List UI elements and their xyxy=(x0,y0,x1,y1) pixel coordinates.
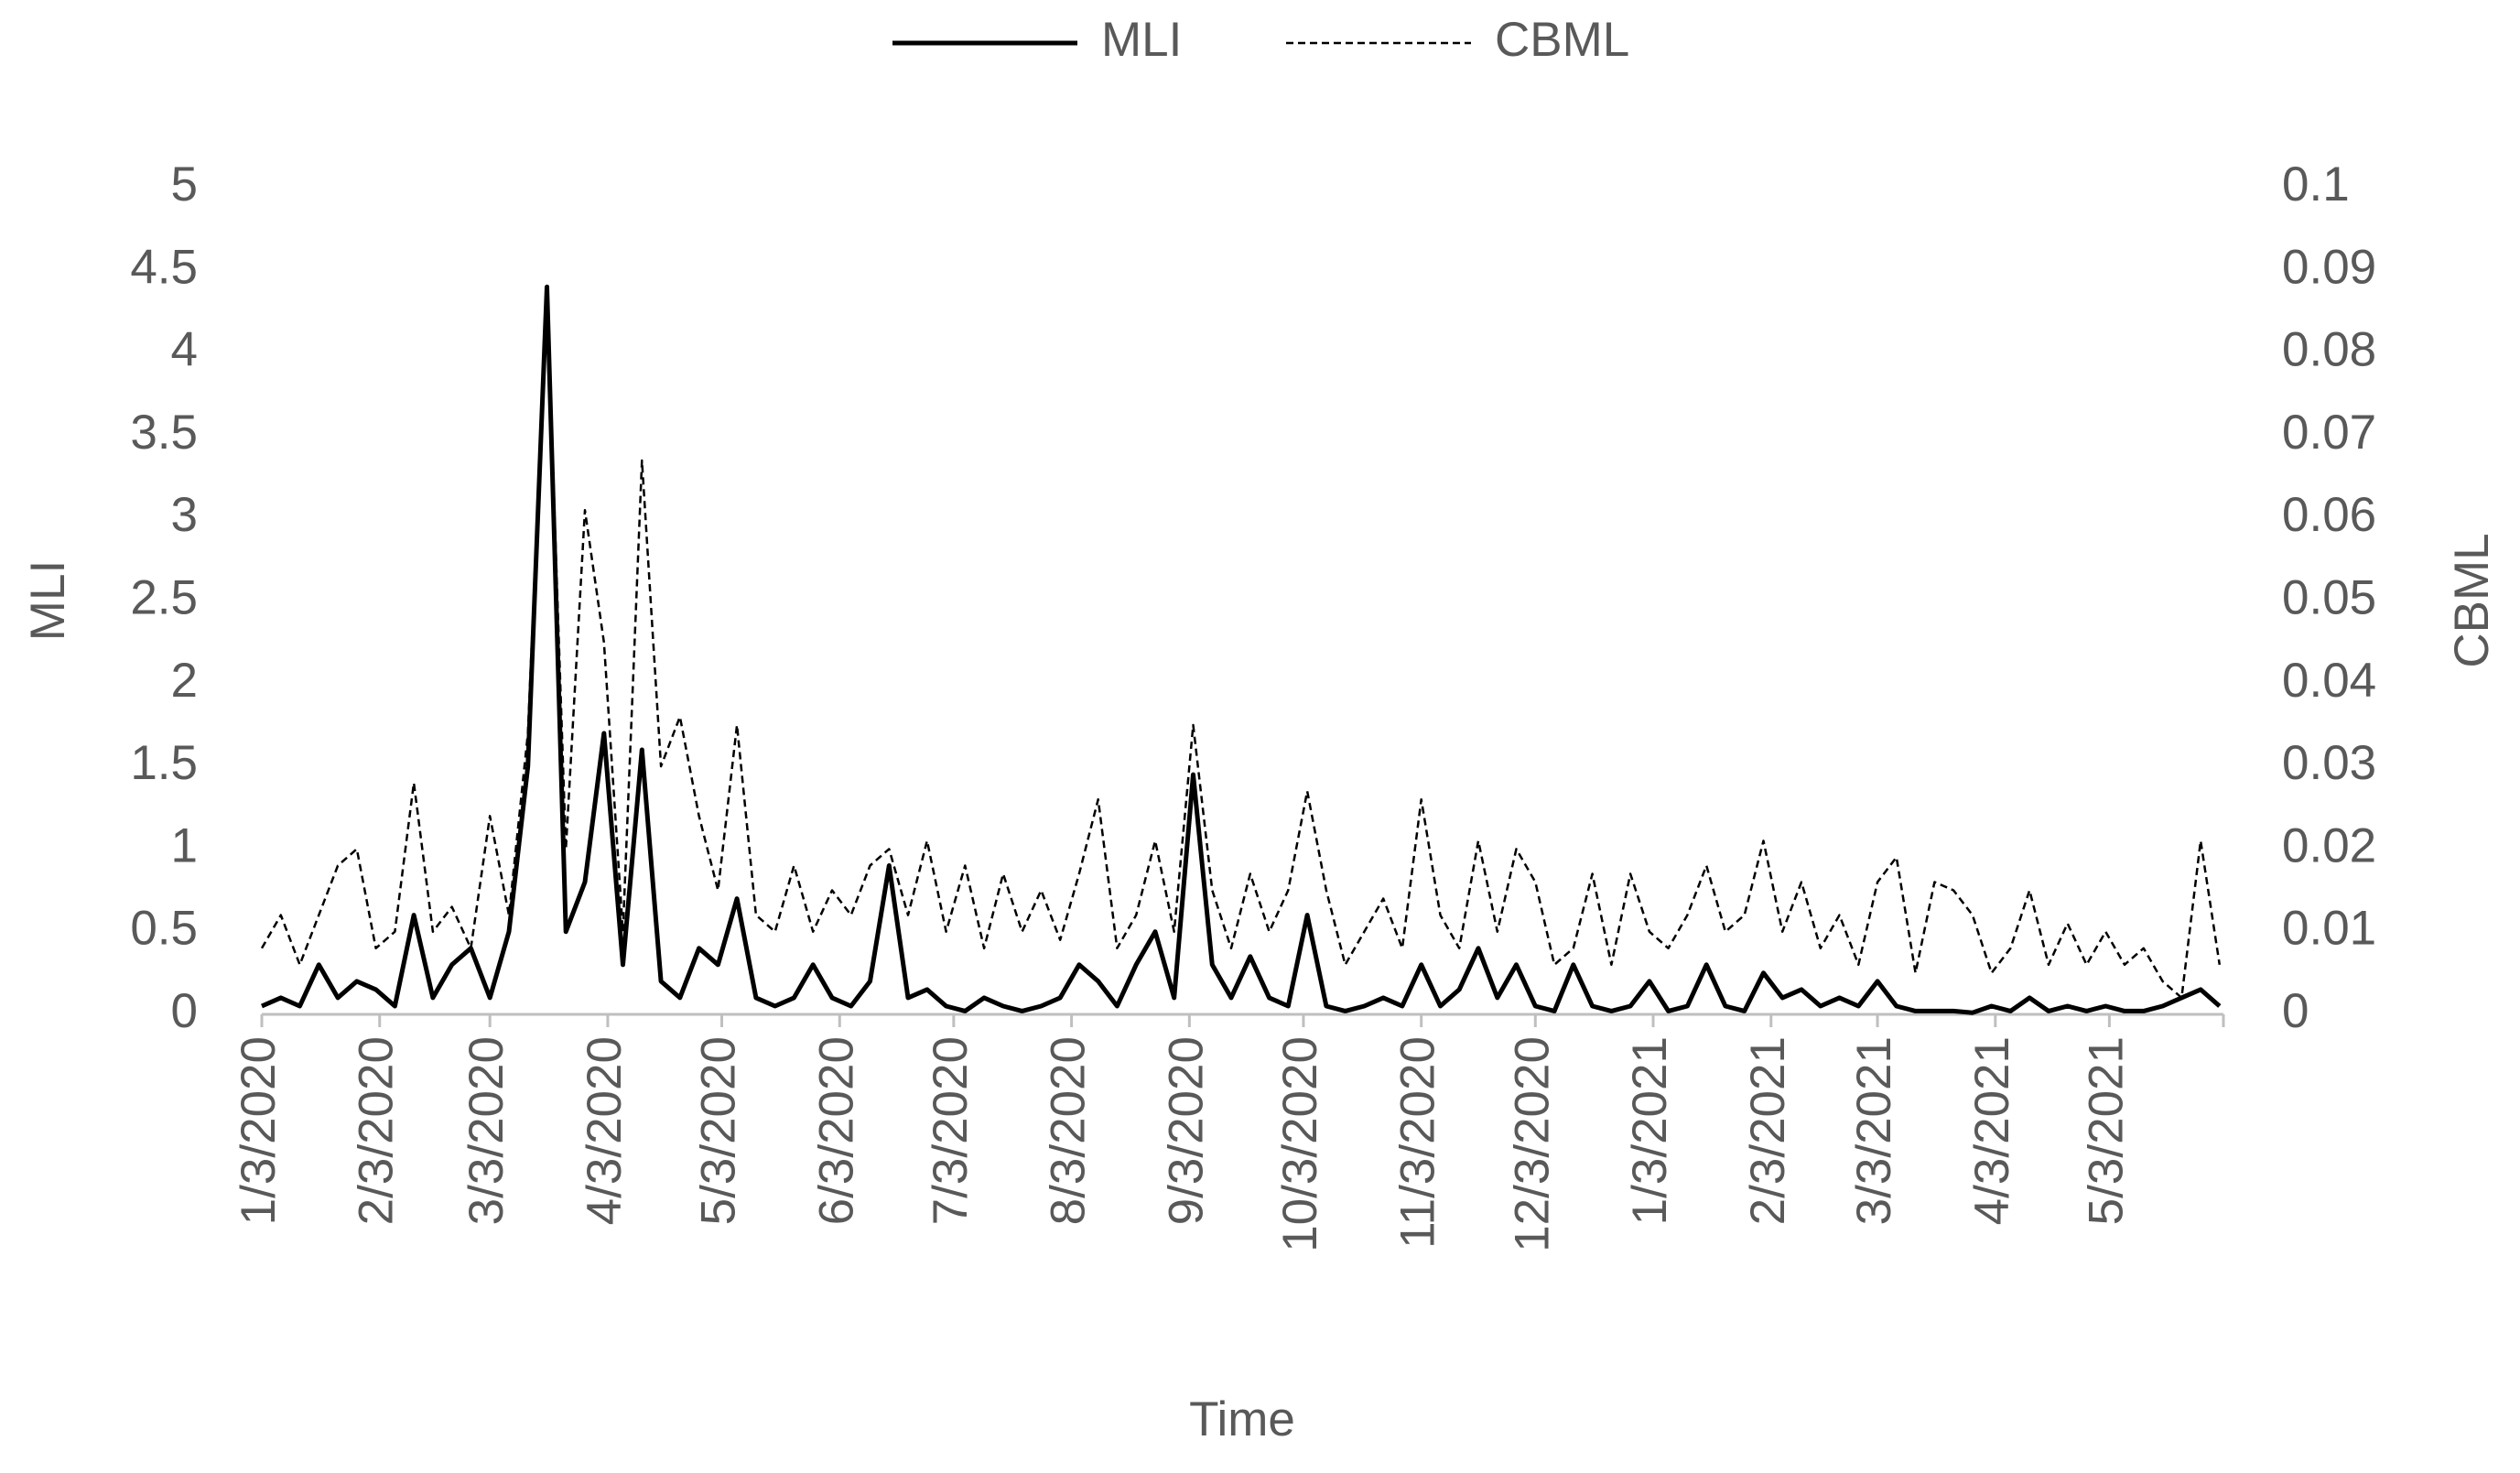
y-tick-label: 1 xyxy=(171,818,198,872)
y2-tick-label: 0.04 xyxy=(2282,654,2376,708)
x-tick-label: 3/3/2021 xyxy=(1847,1036,1901,1225)
x-tick-label: 2/3/2020 xyxy=(350,1036,404,1225)
legend-label: MLI xyxy=(1101,13,1182,67)
y-tick-label: 3.5 xyxy=(130,406,198,460)
x-tick-label: 5/3/2020 xyxy=(692,1036,746,1225)
x-tick-label: 10/3/2020 xyxy=(1273,1036,1327,1252)
y2-tick-label: 0.05 xyxy=(2282,571,2376,625)
series-line xyxy=(260,286,2222,1000)
x-tick-label: 7/3/2020 xyxy=(924,1036,978,1225)
x-axis-title: Time xyxy=(1189,1392,1295,1446)
y2-tick-label: 0.08 xyxy=(2282,323,2376,377)
x-tick-label: 4/3/2020 xyxy=(578,1036,632,1225)
x-tick-label: 1/3/2020 xyxy=(232,1036,286,1225)
y-tick-label: 4.5 xyxy=(130,240,198,294)
x-tick-label: 2/3/2021 xyxy=(1741,1036,1795,1225)
y-tick-label: 0 xyxy=(171,984,198,1038)
y-tick-label: 5 xyxy=(171,157,198,211)
y-tick-label: 2 xyxy=(171,654,198,708)
legend-label: CBML xyxy=(1495,13,1629,67)
x-tick-label: 3/3/2020 xyxy=(460,1036,514,1225)
y-axis-title: MLI xyxy=(21,560,75,641)
y-tick-label: 4 xyxy=(171,323,198,377)
y2-tick-label: 0.03 xyxy=(2282,736,2376,790)
x-tick-label: 1/3/2021 xyxy=(1623,1036,1677,1225)
y2-tick-label: 0.09 xyxy=(2282,240,2376,294)
x-tick-label: 4/3/2021 xyxy=(1965,1036,2019,1225)
y-tick-label: 2.5 xyxy=(130,571,198,625)
y2-tick-label: 0.01 xyxy=(2282,902,2376,956)
x-tick-label: 8/3/2020 xyxy=(1042,1036,1096,1225)
y2-tick-label: 0.06 xyxy=(2282,488,2376,542)
series-line xyxy=(260,284,2222,1015)
y-tick-label: 3 xyxy=(171,488,198,542)
x-tick-label: 12/3/2020 xyxy=(1505,1036,1559,1252)
y-tick-label: 1.5 xyxy=(130,736,198,790)
y2-tick-label: 0 xyxy=(2282,984,2309,1038)
x-tick-label: 5/3/2021 xyxy=(2079,1036,2133,1225)
x-tick-label: 11/3/2020 xyxy=(1391,1036,1445,1249)
x-tick-label: 9/3/2020 xyxy=(1159,1036,1213,1225)
y2-tick-label: 0.02 xyxy=(2282,818,2376,872)
y-tick-label: 0.5 xyxy=(130,902,198,956)
y2-tick-label: 0.1 xyxy=(2282,157,2350,211)
y2-tick-label: 0.07 xyxy=(2282,406,2376,460)
y2-axis-title: CBML xyxy=(2445,533,2499,667)
x-tick-label: 6/3/2020 xyxy=(809,1036,863,1225)
